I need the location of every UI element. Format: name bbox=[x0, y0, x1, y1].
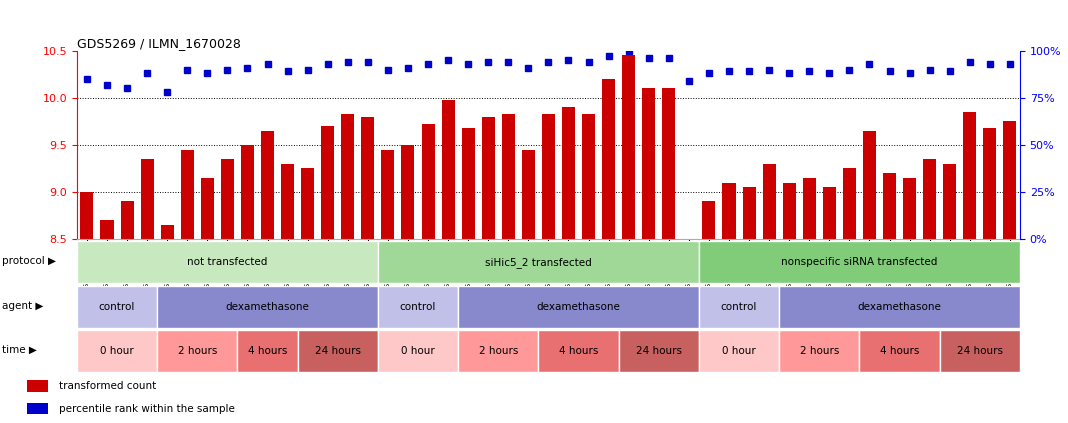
Text: control: control bbox=[721, 302, 757, 312]
Bar bbox=[623, 55, 635, 239]
Bar bbox=[883, 173, 896, 239]
Text: transformed count: transformed count bbox=[59, 381, 156, 391]
Text: control: control bbox=[99, 302, 136, 312]
Text: 0 hour: 0 hour bbox=[100, 346, 134, 356]
Bar bbox=[77, 286, 157, 328]
Bar bbox=[742, 187, 755, 239]
Text: 0 hour: 0 hour bbox=[402, 346, 435, 356]
Bar bbox=[1004, 121, 1017, 239]
Text: GDS5269 / ILMN_1670028: GDS5269 / ILMN_1670028 bbox=[77, 37, 240, 49]
Bar bbox=[562, 107, 575, 239]
Bar bbox=[618, 330, 698, 372]
Text: nonspecific siRNA transfected: nonspecific siRNA transfected bbox=[781, 257, 938, 267]
Bar bbox=[27, 380, 48, 392]
Bar bbox=[843, 168, 855, 239]
Bar bbox=[780, 330, 860, 372]
Text: protocol ▶: protocol ▶ bbox=[2, 256, 57, 266]
Text: siHic5_2 transfected: siHic5_2 transfected bbox=[485, 257, 592, 268]
Bar bbox=[698, 330, 780, 372]
Text: 4 hours: 4 hours bbox=[559, 346, 598, 356]
Text: agent ▶: agent ▶ bbox=[2, 301, 44, 310]
Bar bbox=[458, 330, 538, 372]
Bar bbox=[602, 79, 615, 239]
Bar bbox=[722, 183, 736, 239]
Bar bbox=[904, 178, 916, 239]
Bar bbox=[698, 286, 780, 328]
Bar bbox=[923, 159, 937, 239]
Bar bbox=[522, 150, 535, 239]
Bar bbox=[860, 330, 940, 372]
Bar bbox=[763, 164, 775, 239]
Bar bbox=[780, 286, 1020, 328]
Bar bbox=[221, 159, 234, 239]
Bar bbox=[201, 178, 214, 239]
Bar bbox=[541, 114, 555, 239]
Bar bbox=[863, 131, 876, 239]
Bar bbox=[321, 126, 334, 239]
Bar bbox=[943, 164, 956, 239]
Text: control: control bbox=[399, 302, 436, 312]
Bar bbox=[77, 330, 157, 372]
Bar bbox=[441, 100, 455, 239]
Bar bbox=[301, 168, 314, 239]
Bar bbox=[298, 330, 378, 372]
Bar bbox=[121, 201, 134, 239]
Bar bbox=[458, 286, 698, 328]
Bar bbox=[582, 114, 595, 239]
Bar bbox=[538, 330, 618, 372]
Bar bbox=[237, 330, 298, 372]
Bar bbox=[77, 241, 378, 283]
Text: time ▶: time ▶ bbox=[2, 345, 37, 355]
Text: not transfected: not transfected bbox=[187, 257, 268, 267]
Text: 24 hours: 24 hours bbox=[957, 346, 1003, 356]
Bar bbox=[180, 150, 193, 239]
Bar bbox=[642, 88, 656, 239]
Bar bbox=[141, 159, 154, 239]
Bar bbox=[378, 241, 698, 283]
Text: dexamethasone: dexamethasone bbox=[225, 302, 310, 312]
Bar bbox=[342, 114, 355, 239]
Bar bbox=[803, 178, 816, 239]
Bar bbox=[100, 220, 113, 239]
Bar bbox=[80, 192, 93, 239]
Text: 4 hours: 4 hours bbox=[880, 346, 920, 356]
Bar bbox=[157, 286, 378, 328]
Bar bbox=[783, 183, 796, 239]
Bar bbox=[940, 330, 1020, 372]
Text: dexamethasone: dexamethasone bbox=[858, 302, 942, 312]
Text: 2 hours: 2 hours bbox=[177, 346, 217, 356]
Bar bbox=[160, 225, 174, 239]
Bar bbox=[963, 112, 976, 239]
Text: 2 hours: 2 hours bbox=[478, 346, 518, 356]
Bar bbox=[241, 145, 254, 239]
Bar bbox=[461, 128, 474, 239]
Bar bbox=[698, 241, 1020, 283]
Bar bbox=[378, 330, 458, 372]
Bar bbox=[402, 145, 414, 239]
Text: 24 hours: 24 hours bbox=[635, 346, 681, 356]
Text: 24 hours: 24 hours bbox=[315, 346, 361, 356]
Text: 0 hour: 0 hour bbox=[722, 346, 756, 356]
Bar bbox=[662, 88, 675, 239]
Bar bbox=[422, 124, 435, 239]
Bar bbox=[378, 286, 458, 328]
Bar bbox=[261, 131, 274, 239]
Bar bbox=[703, 201, 716, 239]
Bar bbox=[281, 164, 294, 239]
Text: dexamethasone: dexamethasone bbox=[536, 302, 621, 312]
Bar bbox=[682, 239, 695, 258]
Text: 4 hours: 4 hours bbox=[248, 346, 287, 356]
Bar bbox=[157, 330, 237, 372]
Bar bbox=[984, 128, 996, 239]
Bar bbox=[482, 117, 494, 239]
Bar bbox=[27, 403, 48, 415]
Bar bbox=[361, 117, 375, 239]
Bar bbox=[822, 187, 836, 239]
Text: 2 hours: 2 hours bbox=[800, 346, 839, 356]
Bar bbox=[381, 150, 394, 239]
Text: percentile rank within the sample: percentile rank within the sample bbox=[59, 404, 235, 414]
Bar bbox=[502, 114, 515, 239]
